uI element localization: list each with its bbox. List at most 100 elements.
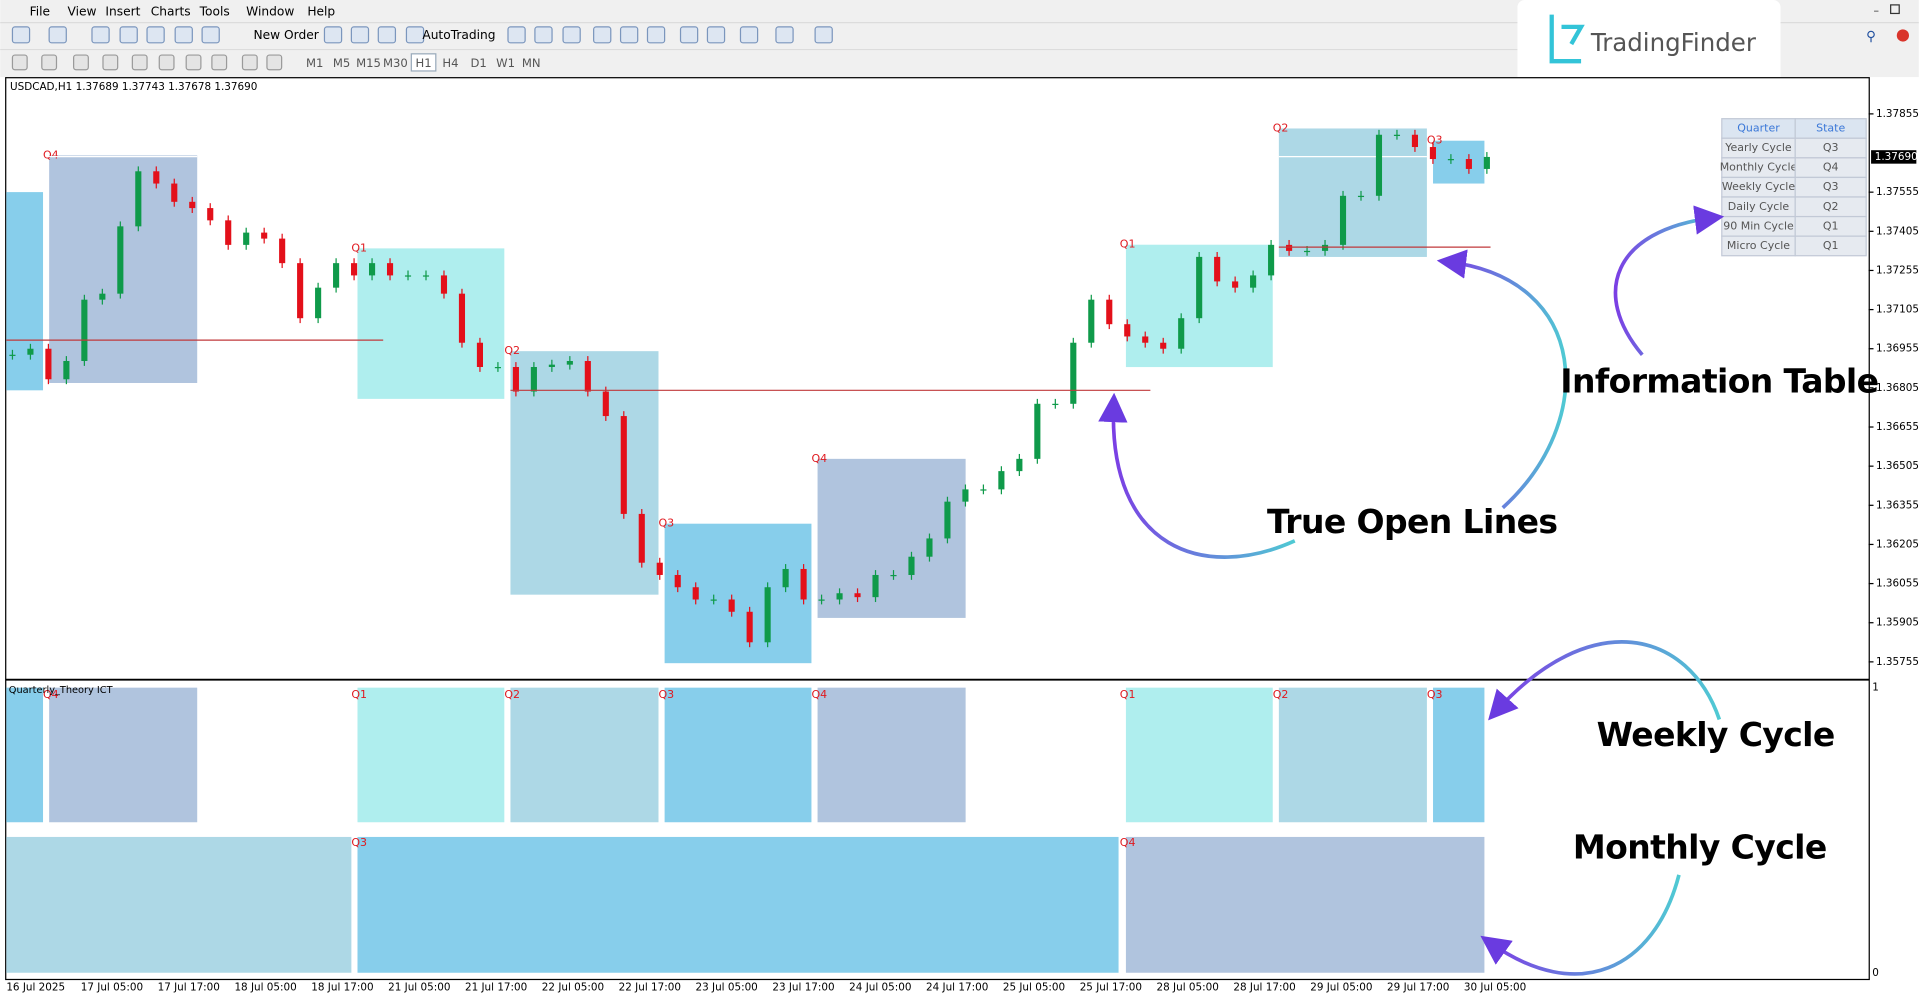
timeframe-button[interactable]: H1 <box>416 56 432 70</box>
candle <box>692 587 699 600</box>
arrow <box>1480 874 1681 976</box>
arrow <box>1098 392 1296 559</box>
tool-button[interactable] <box>131 54 148 71</box>
candle <box>404 275 412 277</box>
tool-button[interactable] <box>41 54 58 71</box>
timeframe-button[interactable]: MN <box>522 56 541 70</box>
monthly-label: Q4 <box>1120 836 1136 849</box>
tool-button[interactable] <box>11 54 28 71</box>
menu-item[interactable]: Help <box>307 5 335 19</box>
candle <box>27 348 34 355</box>
time-label: 18 Jul 17:00 <box>311 981 373 993</box>
candle <box>1339 195 1347 245</box>
candle <box>117 226 124 294</box>
menu-item[interactable]: Charts <box>151 5 191 19</box>
candle <box>333 263 340 288</box>
menu-item[interactable]: View <box>68 5 97 19</box>
candle <box>1268 244 1275 276</box>
toolbar-button[interactable] <box>619 26 639 44</box>
table-header: Quarter <box>1737 121 1780 134</box>
toolbar-button[interactable] <box>739 26 759 44</box>
timeframe-button[interactable]: M5 <box>333 56 350 70</box>
toolbar-button[interactable] <box>119 26 138 44</box>
candle <box>1232 281 1239 288</box>
toolbar-button[interactable] <box>174 26 193 44</box>
tool-button[interactable] <box>211 54 228 71</box>
tool-button[interactable] <box>158 54 175 71</box>
toolbar-button[interactable] <box>775 26 794 44</box>
time-label: 17 Jul 17:00 <box>158 981 220 993</box>
new-order-button[interactable]: New Order <box>253 28 319 42</box>
candle <box>1429 147 1436 160</box>
candle <box>476 342 484 367</box>
annotation: Monthly Cycle <box>1573 828 1827 867</box>
quarter-label: Q4 <box>43 148 59 161</box>
toolbar-button[interactable] <box>350 26 370 44</box>
table-cell: 90 Min Cycle <box>1723 219 1794 232</box>
candle <box>602 391 609 417</box>
toolbar-button[interactable] <box>593 26 612 44</box>
toolbar: New Order AutoTrading M1 M5 M15 M30 H1 H4 D1 W1 MN <box>11 26 833 72</box>
tool-button[interactable] <box>266 54 283 71</box>
menu-item[interactable]: Tools <box>199 5 230 19</box>
time-label: 22 Jul 17:00 <box>619 981 681 993</box>
menu-item[interactable]: File <box>30 5 50 19</box>
candle <box>998 471 1005 490</box>
search-icon[interactable]: ⚲ <box>1866 30 1876 45</box>
menu-item[interactable]: Insert <box>105 5 140 19</box>
weekly-label: Q2 <box>504 688 520 701</box>
table-cell: Q1 <box>1823 219 1839 232</box>
candle <box>674 574 681 588</box>
tool-button[interactable] <box>185 54 202 71</box>
toolbar-button[interactable] <box>507 26 526 44</box>
toolbar-button[interactable] <box>706 26 726 44</box>
logo-text: TradingFinder <box>1590 28 1757 57</box>
toolbar-button[interactable] <box>11 26 31 44</box>
toolbar-button[interactable] <box>534 26 553 44</box>
toolbar-button[interactable] <box>562 26 581 44</box>
tool-button[interactable] <box>102 54 119 71</box>
weekly-box <box>1125 687 1273 823</box>
toolbar-button[interactable] <box>91 26 110 44</box>
candle <box>297 263 304 319</box>
toolbar-button[interactable] <box>377 26 397 44</box>
toolbar-button[interactable] <box>646 26 666 44</box>
timeframe-button[interactable]: H4 <box>442 56 458 70</box>
arrow <box>1613 205 1725 357</box>
time-label: 23 Jul 05:00 <box>695 981 757 993</box>
toolbar-button[interactable] <box>679 26 699 44</box>
timeframe-button[interactable]: M1 <box>306 56 323 70</box>
toolbar-button[interactable] <box>146 26 165 44</box>
candle <box>710 599 717 601</box>
annotation-arrows <box>1098 205 1725 976</box>
toolbar-button[interactable] <box>201 26 220 44</box>
timeframe-button[interactable]: D1 <box>470 56 486 70</box>
toolbar-button[interactable] <box>48 26 67 44</box>
window-minimize[interactable]: – <box>1874 4 1880 17</box>
time-label: 29 Jul 17:00 <box>1387 981 1449 993</box>
weekly-label: Q3 <box>658 688 674 701</box>
weekly-box <box>357 687 505 823</box>
table-cell: Monthly Cycle <box>1720 161 1798 174</box>
tool-button[interactable] <box>241 54 258 71</box>
table-cell: Micro Cycle <box>1727 239 1790 252</box>
price-tick-label: 1.37255 <box>1876 264 1919 276</box>
quarter-box <box>6 192 44 391</box>
timeframe-button[interactable]: M15 <box>356 56 381 70</box>
price-tick-label: 1.37555 <box>1876 186 1919 198</box>
toolbar-button[interactable] <box>405 26 425 44</box>
logo-bg <box>1517 0 1781 86</box>
price-tick-label: 1.36805 <box>1876 382 1919 394</box>
time-label: 16 Jul 2025 <box>6 981 65 993</box>
quarter-label: Q1 <box>1120 238 1136 251</box>
auto-trading-button[interactable]: AutoTrading <box>422 28 495 42</box>
toolbar-button[interactable] <box>814 26 833 44</box>
indicator-name: Quarterly_Theory ICT <box>9 685 113 696</box>
notification[interactable] <box>1896 29 1910 42</box>
toolbar-button[interactable] <box>323 26 343 44</box>
menu-item[interactable]: Window <box>246 5 294 19</box>
timeframe-button[interactable]: M30 <box>383 56 408 70</box>
window-maximize[interactable] <box>1890 4 1900 15</box>
tool-button[interactable] <box>73 54 89 71</box>
timeframe-button[interactable]: W1 <box>496 56 515 70</box>
